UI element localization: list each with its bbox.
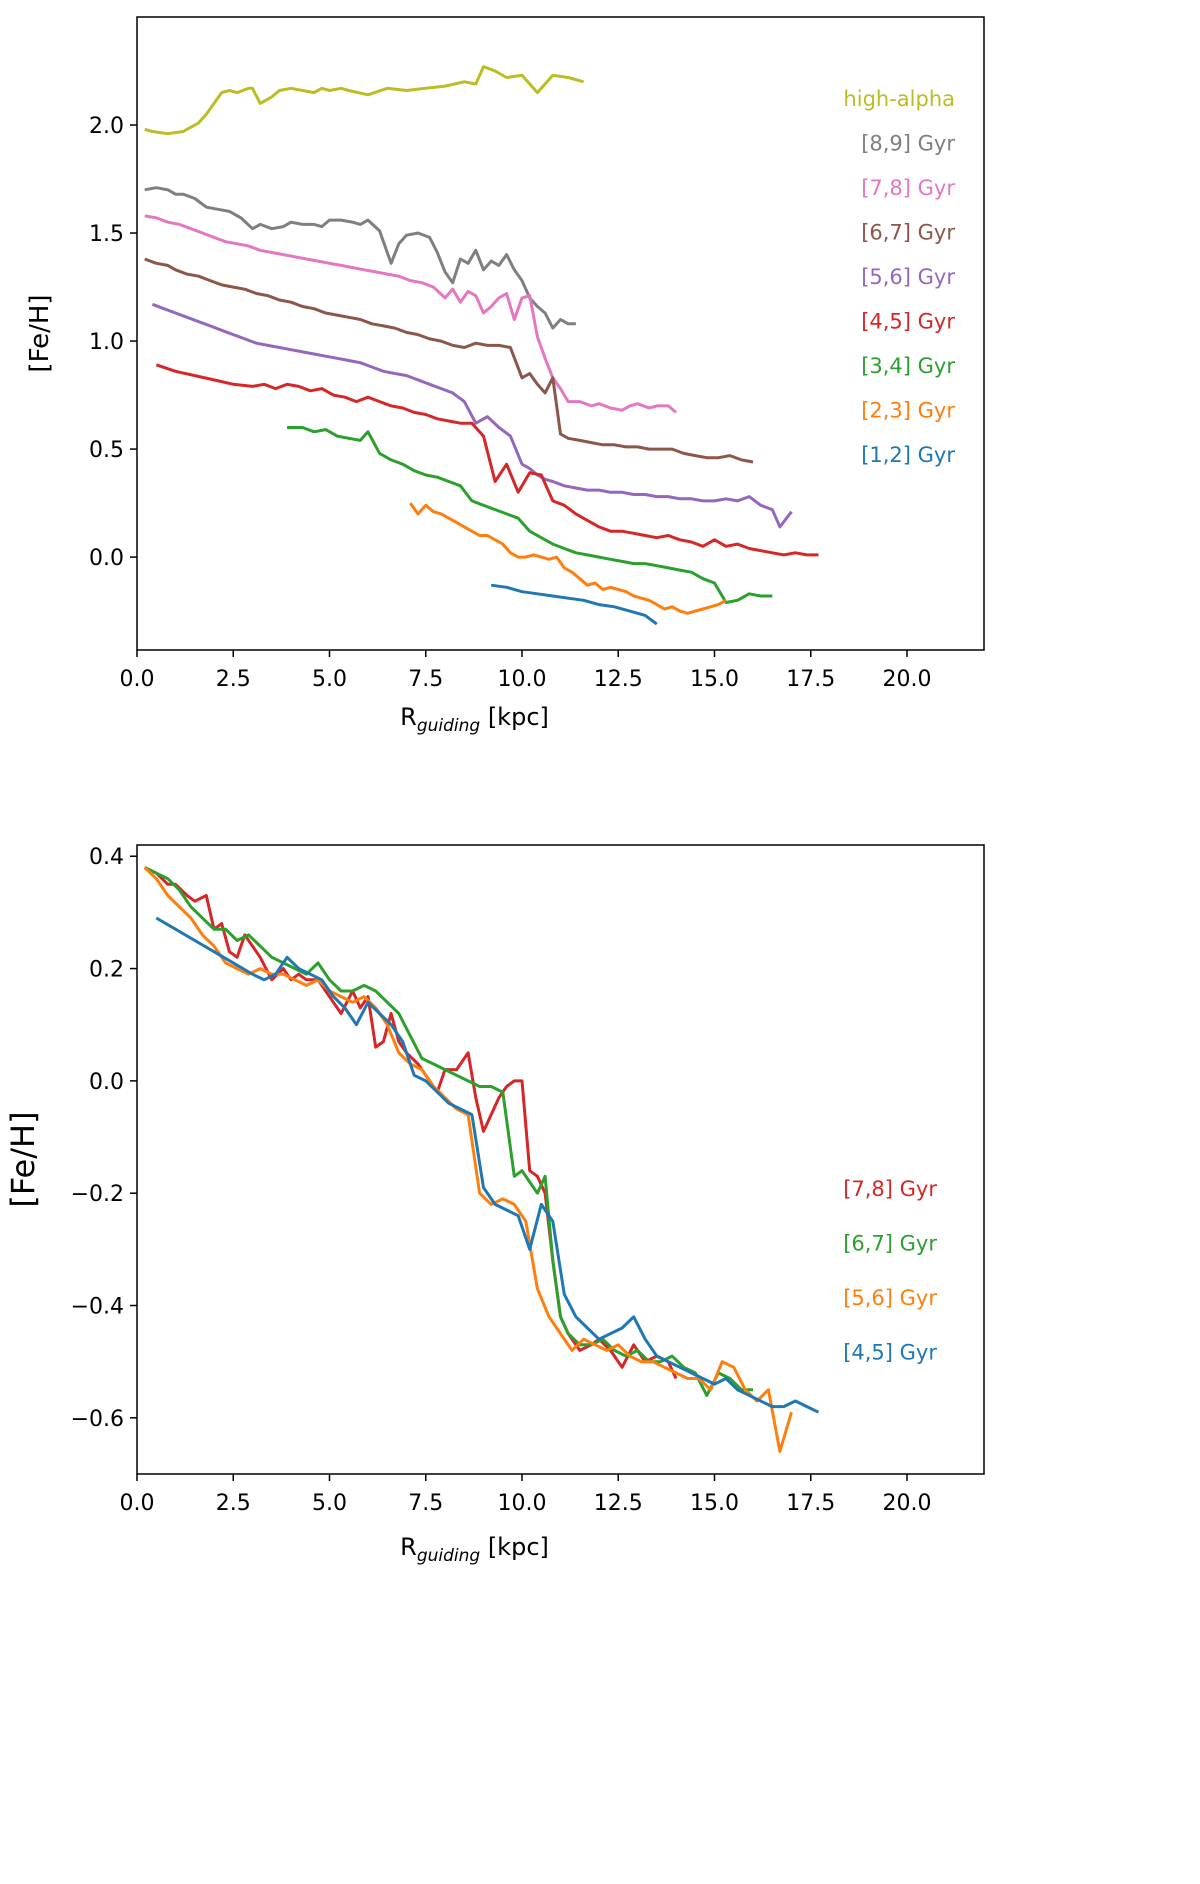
series-line-6 (287, 426, 773, 604)
y-tick-label: 0.0 (89, 546, 124, 571)
legend-label: [5,6] Gyr (861, 265, 955, 289)
top-panel: 0.0 2.5 5.0 7.5 10.0 12.5 15.0 17.5 20.0 0.0 0.5 1.… (25, 16, 985, 736)
series-line-0 (144, 65, 585, 136)
series-lines (144, 65, 819, 626)
legend-label: [6,7] Gyr (843, 1232, 937, 1256)
series-line-5 (155, 363, 819, 557)
legend-label: [1,2] Gyr (861, 443, 955, 467)
x-tick-label: 12.5 (594, 1491, 643, 1516)
figure: 0.0 2.5 5.0 7.5 10.0 12.5 15.0 17.5 20.0 0.0 0.5 1.… (4, 16, 985, 1566)
legend-label: high-alpha (843, 87, 955, 111)
legend-label: [8,9] Gyr (861, 132, 955, 156)
y-tick-label: −0.6 (71, 1407, 124, 1432)
x-tick-label: 20.0 (883, 1491, 932, 1516)
series-lines (143, 866, 820, 1453)
x-axis-label: Rguiding [kpc] (400, 1533, 549, 1566)
x-tick-label: 0.0 (120, 1491, 155, 1516)
series-line-1 (144, 866, 753, 1397)
legend-label: [7,8] Gyr (861, 176, 955, 200)
x-tick-label: 0.0 (120, 667, 155, 692)
y-axis-label: [Fe/H] (25, 294, 55, 372)
legend-label: [5,6] Gyr (843, 1286, 937, 1310)
x-tick-label: 5.0 (312, 667, 347, 692)
x-tick-label: 20.0 (883, 667, 932, 692)
series-line-3 (144, 257, 754, 464)
bottom-panel: 0.0 2.5 5.0 7.5 10.0 12.5 15.0 17.5 20.0 0.4 0.2 0.… (4, 844, 985, 1566)
series-line-1 (144, 186, 576, 330)
y-tick-label: 1.0 (89, 330, 124, 355)
x-tick-label: 2.5 (216, 667, 251, 692)
x-tick-label: 10.0 (498, 667, 547, 692)
legend-label: [4,5] Gyr (843, 1341, 937, 1365)
y-tick-label: −0.2 (71, 1182, 124, 1207)
y-tick-label: 0.5 (89, 438, 124, 463)
x-tick-label: 17.5 (786, 1491, 835, 1516)
series-line-2 (144, 214, 677, 414)
y-tick-label: 1.5 (89, 222, 124, 247)
series-line-7 (409, 502, 727, 615)
series-line-4 (151, 302, 793, 529)
y-tick-label: 0.0 (89, 1070, 124, 1095)
legend-label: [7,8] Gyr (843, 1177, 937, 1201)
y-tick-label: 2.0 (89, 114, 124, 139)
y-tick-label: 0.4 (89, 845, 124, 870)
legend-label: [3,4] Gyr (861, 354, 955, 378)
x-tick-label: 2.5 (216, 1491, 251, 1516)
plot-frame (136, 844, 985, 1475)
legend-label: [6,7] Gyr (861, 221, 955, 245)
x-axis-label: Rguiding [kpc] (400, 703, 549, 736)
series-line-8 (490, 583, 658, 626)
legend-label: [2,3] Gyr (861, 399, 955, 423)
y-tick-label: −0.4 (71, 1295, 124, 1320)
series-line-3 (155, 916, 820, 1414)
x-tick-label: 15.0 (690, 667, 739, 692)
x-tick-label: 12.5 (594, 667, 643, 692)
legend-label: [4,5] Gyr (861, 310, 955, 334)
x-tick-label: 5.0 (312, 1491, 347, 1516)
y-axis-label: [Fe/H] (4, 1111, 42, 1207)
y-tick-label: 0.2 (89, 958, 124, 983)
x-tick-label: 15.0 (690, 1491, 739, 1516)
plot-frame (136, 16, 985, 651)
x-tick-label: 10.0 (498, 1491, 547, 1516)
x-tick-label: 7.5 (408, 667, 443, 692)
series-line-2 (143, 866, 793, 1453)
x-tick-label: 7.5 (408, 1491, 443, 1516)
x-tick-label: 17.5 (786, 667, 835, 692)
